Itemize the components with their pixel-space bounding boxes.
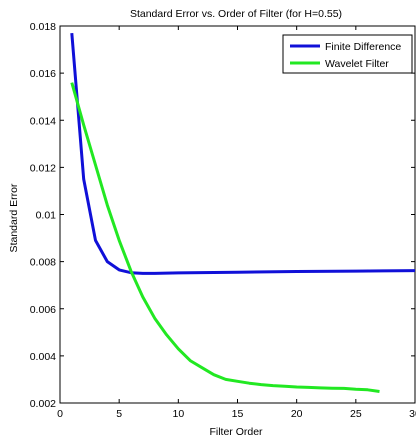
x-tick-label: 5 (116, 408, 122, 420)
x-axis-ticks: 0 5 10 15 20 25 30 (57, 26, 416, 420)
legend-label-finite-difference: Finite Difference (325, 41, 401, 53)
x-tick-label: 25 (350, 408, 362, 420)
series-line-finite-difference (70, 32, 415, 275)
legend: Finite Difference Wavelet Filter (282, 34, 413, 74)
y-tick-label: 0.004 (30, 351, 56, 363)
x-tick-label: 30 (409, 408, 416, 420)
y-tick-label: 0.002 (30, 398, 56, 410)
series-layer (70, 32, 415, 393)
y-tick-label: 0.016 (30, 68, 56, 80)
x-axis-label: Filter Order (209, 426, 263, 438)
x-tick-label: 0 (57, 408, 63, 420)
y-tick-label: 0.01 (36, 210, 57, 222)
y-axis-ticks: 0.002 0.004 0.006 0.008 0.01 0.012 0.014 0.016 0… (30, 21, 415, 410)
y-axis-label: Standard Error (8, 183, 20, 252)
axes-frame (59, 25, 416, 404)
y-tick-label: 0.014 (30, 115, 56, 127)
series-line-wavelet-filter (70, 82, 380, 393)
legend-label-wavelet-filter: Wavelet Filter (325, 58, 389, 70)
x-tick-label: 15 (232, 408, 244, 420)
x-tick-label: 10 (172, 408, 184, 420)
y-tick-label: 0.006 (30, 304, 56, 316)
y-tick-label: 0.018 (30, 21, 56, 33)
y-tick-label: 0.008 (30, 257, 56, 269)
chart-title: Standard Error vs. Order of Filter (for … (130, 8, 342, 20)
legend-box (282, 34, 413, 74)
x-tick-label: 20 (291, 408, 303, 420)
y-tick-label: 0.012 (30, 162, 56, 174)
